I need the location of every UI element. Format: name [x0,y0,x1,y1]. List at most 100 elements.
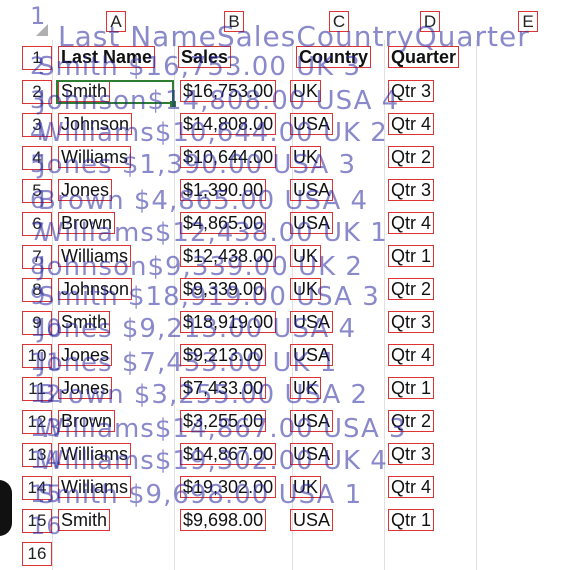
cell-country[interactable]: UK [290,80,322,102]
cell-last-name[interactable]: Johnson [58,278,133,300]
cell-quarter-text: Qtr 3 [388,179,435,201]
cell-country-text: USA [290,410,334,432]
cell-country[interactable]: UK [290,476,322,498]
cell-sales[interactable]: $9,698.00 [180,509,267,531]
cell-sales-text: $3,255.00 [180,410,267,432]
cell-sales[interactable]: $10,644.00 [180,146,277,168]
column-header-b[interactable]: B [222,11,246,32]
cell-country-text: USA [290,443,334,465]
cell-quarter[interactable]: Qtr 3 [388,179,435,201]
cell-country[interactable]: USA [290,410,334,432]
cell-quarter-text: Qtr 1 [388,509,435,531]
column-header-a[interactable]: A [104,11,128,32]
row-header[interactable]: 9 [22,311,52,335]
cell-header-quarter[interactable]: Quarter [388,46,460,68]
cell-sales[interactable]: $7,433.00 [180,377,267,399]
cell-quarter-text: Qtr 4 [388,476,435,498]
row-header[interactable]: 15 [22,509,52,533]
cell-country[interactable]: USA [290,311,334,333]
cell-header-last-name[interactable]: Last Name [58,46,156,68]
cell-quarter[interactable]: Qtr 1 [388,377,435,399]
cell-last-name[interactable]: Smith [58,509,111,531]
cell-sales[interactable]: $14,867.00 [180,443,277,465]
cell-sales[interactable]: $9,213.00 [180,344,267,366]
cell-sales[interactable]: $3,255.00 [180,410,267,432]
cell-country[interactable]: USA [290,344,334,366]
cell-last-name[interactable]: Brown [58,212,116,234]
row-header[interactable]: 5 [22,179,52,203]
row-header[interactable]: 4 [22,146,52,170]
cell-last-name[interactable]: Jones [58,344,113,366]
cell-last-name[interactable]: Williams [58,146,131,168]
column-header-d[interactable]: D [418,11,442,32]
cell-quarter[interactable]: Qtr 3 [388,311,435,333]
grid-line [174,40,175,570]
active-cell-selection[interactable] [56,80,174,104]
cell-last-name[interactable]: Williams [58,476,131,498]
cell-last-name[interactable]: Smith [58,311,111,333]
cell-last-name-text: Smith [58,311,111,333]
cell-sales[interactable]: $12,438.00 [180,245,277,267]
cell-last-name-text: Johnson [58,278,133,300]
cell-country[interactable]: UK [290,146,322,168]
cell-country[interactable]: USA [290,179,334,201]
row-header[interactable]: 14 [22,476,52,500]
row-header[interactable]: 7 [22,245,52,269]
cell-quarter[interactable]: Qtr 3 [388,443,435,465]
cell-quarter[interactable]: Qtr 1 [388,509,435,531]
cell-sales-text: $9,698.00 [180,509,267,531]
cell-sales[interactable]: $4,865.00 [180,212,267,234]
fill-handle[interactable] [170,101,176,107]
cell-sales[interactable]: $9,339.00 [180,278,267,300]
cell-country-text: USA [290,509,334,531]
cell-last-name-text: Brown [58,212,116,234]
cell-quarter[interactable]: Qtr 2 [388,410,435,432]
cell-sales[interactable]: $1,390.00 [180,179,267,201]
row-header[interactable]: 10 [22,344,52,368]
cell-last-name-text: Smith [58,80,111,102]
row-header[interactable]: 12 [22,410,52,434]
cell-country[interactable]: UK [290,278,322,300]
cell-last-name[interactable]: Jones [58,179,113,201]
row-header[interactable]: 11 [22,377,52,401]
row-header[interactable]: 2 [22,80,52,104]
cell-sales[interactable]: $19,302.00 [180,476,277,498]
cell-last-name[interactable]: Jones [58,377,113,399]
cell-sales[interactable]: $14,808.00 [180,113,277,135]
cell-last-name[interactable]: Williams [58,443,131,465]
cell-country[interactable]: USA [290,509,334,531]
cell-country[interactable]: USA [290,212,334,234]
cell-quarter[interactable]: Qtr 1 [388,245,435,267]
select-all-corner[interactable] [36,24,48,36]
cell-quarter[interactable]: Qtr 4 [388,212,435,234]
row-header[interactable]: 16 [22,542,52,566]
cell-quarter[interactable]: Qtr 2 [388,146,435,168]
cell-quarter[interactable]: Qtr 4 [388,344,435,366]
cell-country[interactable]: USA [290,443,334,465]
row-header[interactable]: 8 [22,278,52,302]
cell-quarter[interactable]: Qtr 4 [388,113,435,135]
cell-header-country[interactable]: Country [296,46,371,68]
cell-quarter-text: Qtr 4 [388,212,435,234]
cell-country[interactable]: UK [290,377,322,399]
cell-sales[interactable]: $18,919.00 [180,311,277,333]
row-header[interactable]: 3 [22,113,52,137]
cell-sales-text: $12,438.00 [180,245,277,267]
row-header[interactable]: 1 [22,46,52,70]
cell-last-name[interactable]: Johnson [58,113,133,135]
cell-last-name[interactable]: Smith [58,80,111,102]
cell-last-name[interactable]: Brown [58,410,116,432]
cell-quarter[interactable]: Qtr 2 [388,278,435,300]
cell-country[interactable]: UK [290,245,322,267]
row-header[interactable]: 13 [22,443,52,467]
row-header[interactable]: 6 [22,212,52,236]
cell-quarter[interactable]: Qtr 3 [388,80,435,102]
cell-last-name[interactable]: Williams [58,245,131,267]
column-header-c[interactable]: C [327,11,351,32]
column-header-e[interactable]: E [516,11,540,32]
cell-header-sales[interactable]: Sales [178,46,232,68]
cell-quarter[interactable]: Qtr 4 [388,476,435,498]
cell-country[interactable]: USA [290,113,334,135]
cell-sales[interactable]: $16,753.00 [180,80,277,102]
